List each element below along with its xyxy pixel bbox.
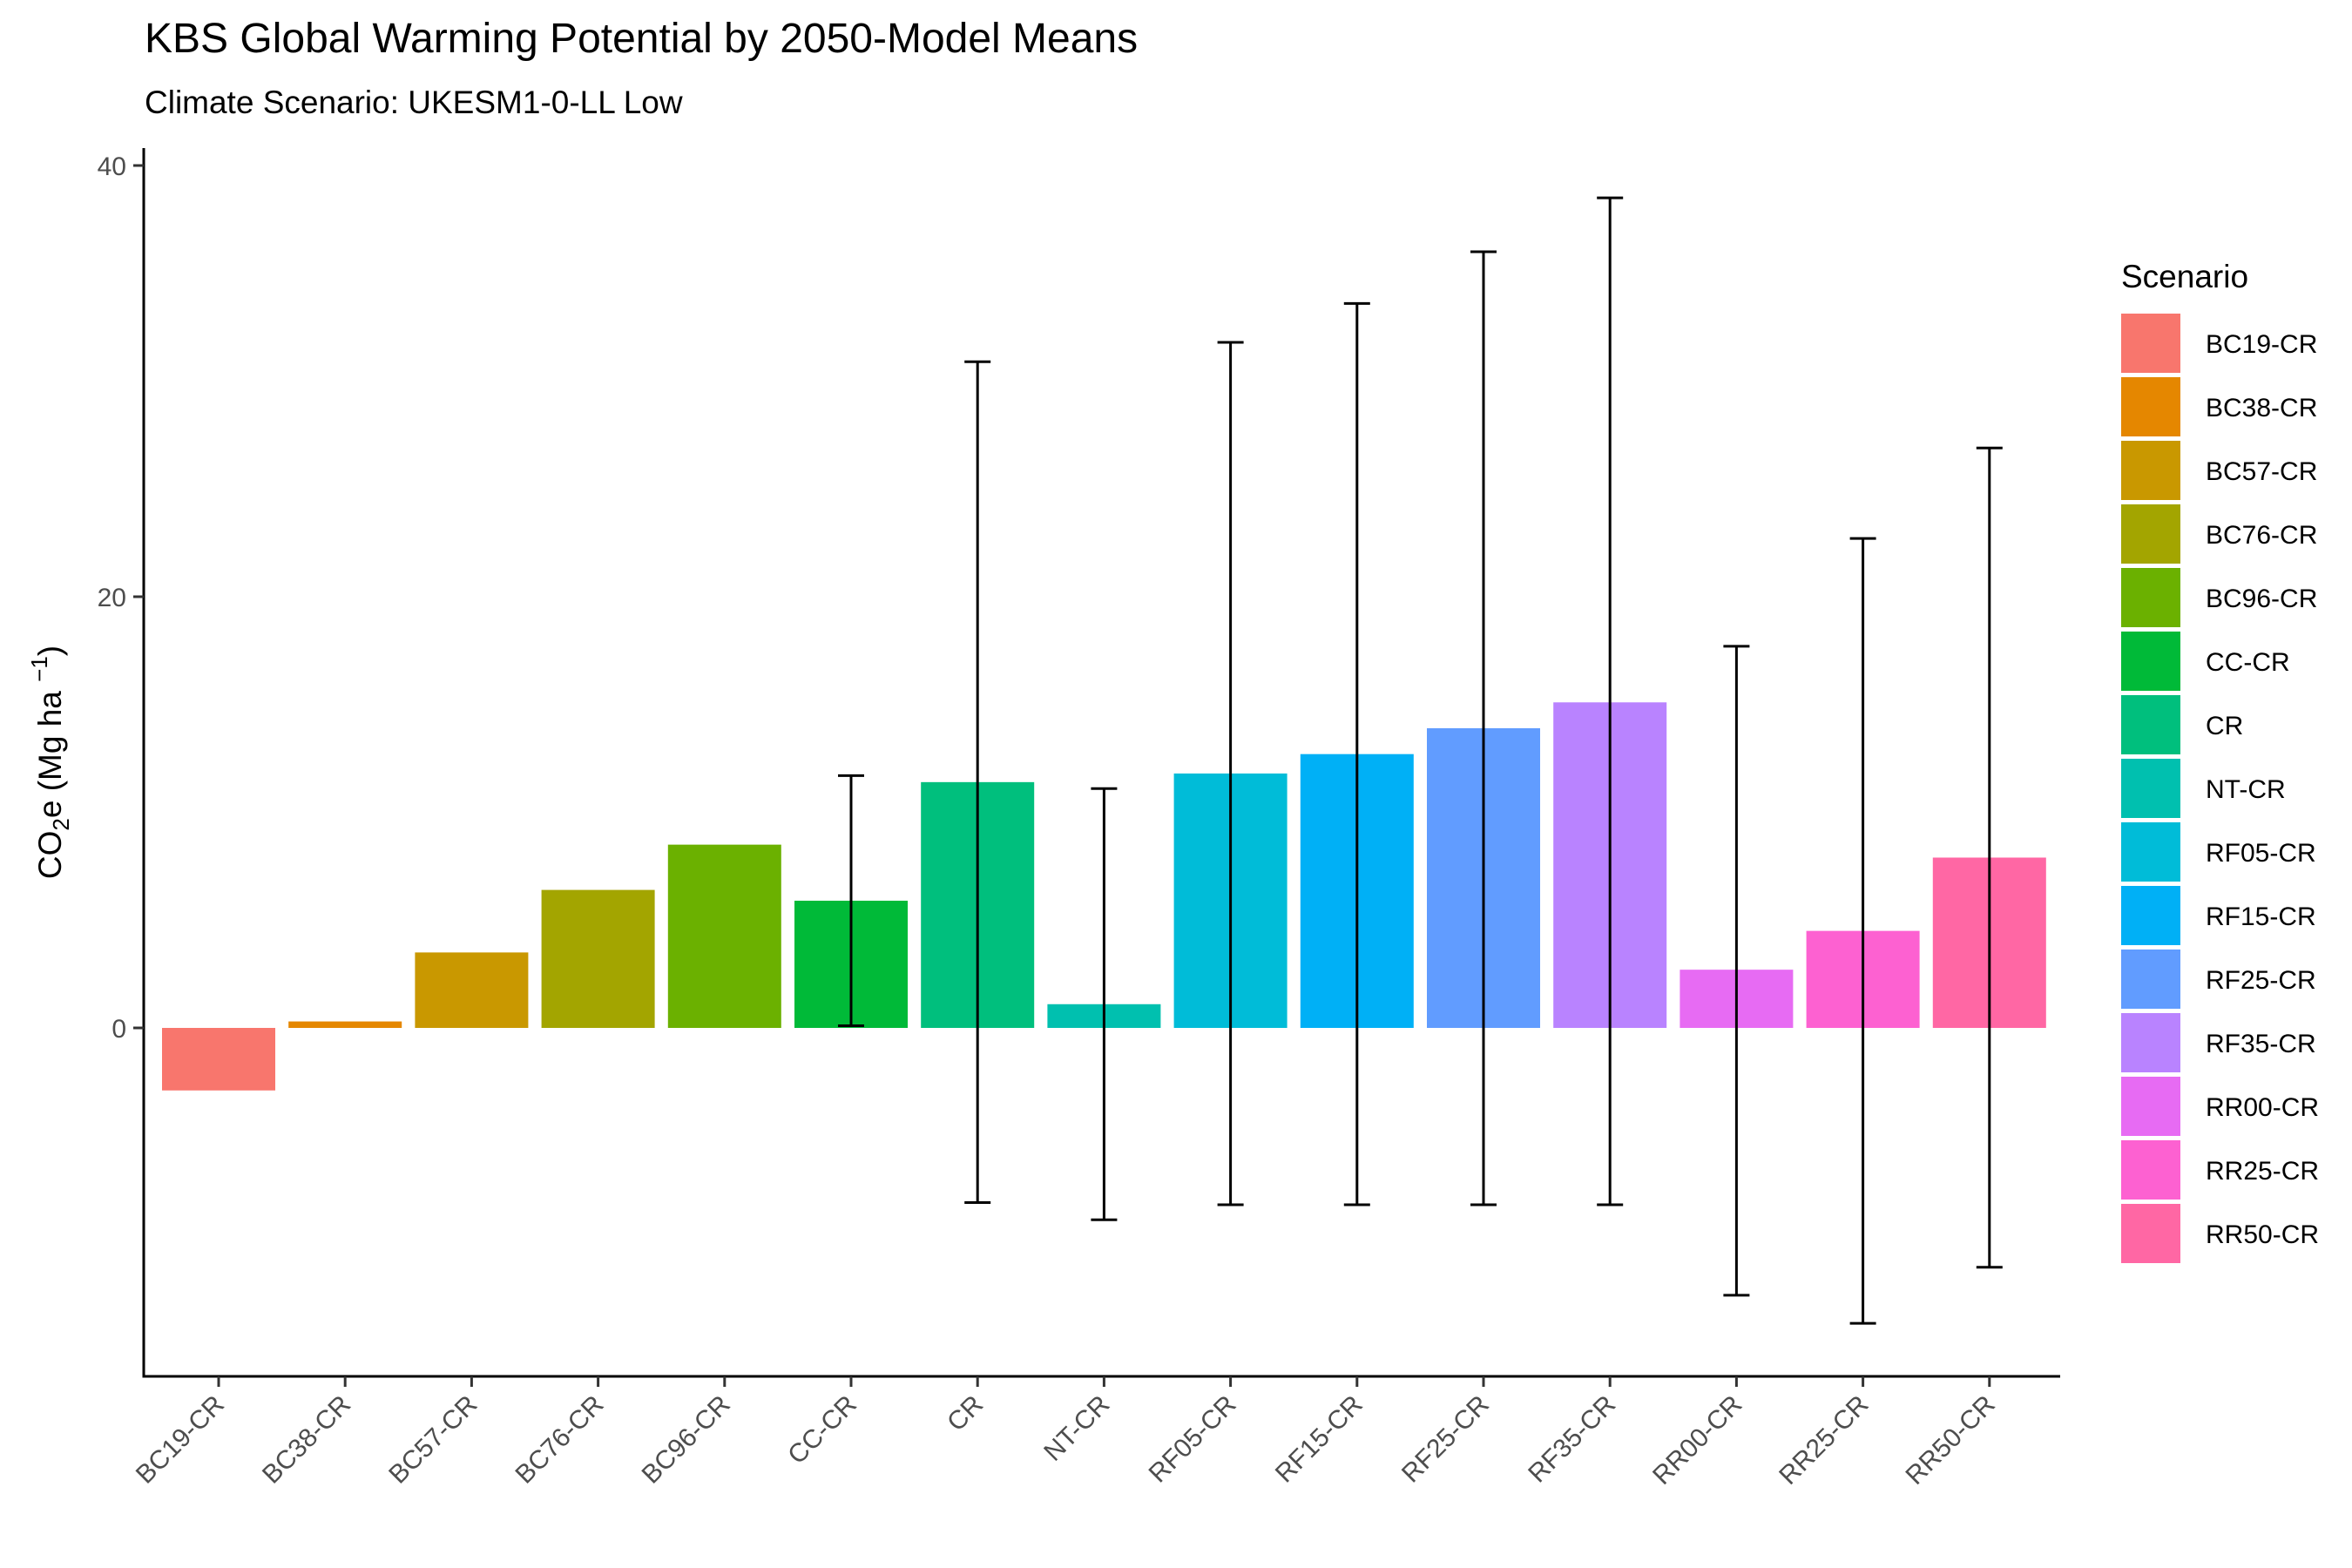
legend-item-rr50-cr: RR50-CR bbox=[2121, 1204, 2319, 1263]
x-tick-label-rr00-cr: RR00-CR bbox=[1647, 1390, 1747, 1490]
x-tick-label-nt-cr: NT-CR bbox=[1038, 1390, 1115, 1467]
legend-label: NT-CR bbox=[2206, 775, 2286, 804]
legend-label: RF35-CR bbox=[2206, 1030, 2316, 1058]
x-tick-label-bc19-cr: BC19-CR bbox=[131, 1390, 230, 1490]
legend-swatch bbox=[2121, 695, 2180, 754]
legend-swatch bbox=[2121, 822, 2180, 882]
legend-label: BC19-CR bbox=[2206, 330, 2317, 359]
legend-item-rr00-cr: RR00-CR bbox=[2121, 1077, 2319, 1136]
legend-swatch bbox=[2121, 1077, 2180, 1136]
y-tick-label-40: 40 bbox=[98, 152, 126, 181]
legend-item-cc-cr: CC-CR bbox=[2121, 632, 2290, 691]
legend-swatch bbox=[2121, 1140, 2180, 1200]
legend-swatch bbox=[2121, 504, 2180, 564]
legend-item-bc38-cr: BC38-CR bbox=[2121, 377, 2317, 436]
errorbar-rf05-cr bbox=[1217, 341, 1244, 1206]
legend-label: RF25-CR bbox=[2206, 966, 2316, 995]
x-tick-label-rf25-cr: RF25-CR bbox=[1396, 1390, 1495, 1489]
legend-label: BC96-CR bbox=[2206, 585, 2317, 613]
legend-swatch bbox=[2121, 441, 2180, 500]
x-tick-label-bc96-cr: BC96-CR bbox=[637, 1390, 736, 1490]
y-axis-title-close: ) bbox=[32, 645, 68, 656]
errorbar-cc-cr bbox=[838, 774, 864, 1028]
y-axis-title-main: CO bbox=[32, 831, 68, 880]
x-tick-label-rf05-cr: RF05-CR bbox=[1144, 1390, 1242, 1489]
bar-bc57-cr bbox=[415, 952, 529, 1028]
legend-swatch bbox=[2121, 950, 2180, 1009]
legend-label: BC76-CR bbox=[2206, 521, 2317, 550]
bar-bc96-cr bbox=[667, 844, 781, 1028]
legend-swatch bbox=[2121, 759, 2180, 818]
x-tick-label-rr25-cr: RR25-CR bbox=[1774, 1390, 1874, 1490]
x-tick-label-rf35-cr: RF35-CR bbox=[1523, 1390, 1621, 1489]
y-axis-title-subscript: 2 bbox=[48, 818, 74, 830]
legend-label: BC57-CR bbox=[2206, 457, 2317, 486]
legend-item-rf35-cr: RF35-CR bbox=[2121, 1013, 2316, 1072]
y-axis-title-superscript: −1 bbox=[26, 656, 52, 682]
y-tick-label-0: 0 bbox=[112, 1015, 126, 1044]
legend-item-bc19-cr: BC19-CR bbox=[2121, 314, 2317, 373]
errorbar-rr00-cr bbox=[1723, 645, 1750, 1297]
bar-bc19-cr bbox=[162, 1028, 275, 1091]
legend-swatch bbox=[2121, 632, 2180, 691]
errorbar-rf15-cr bbox=[1343, 301, 1370, 1206]
legend-item-rf15-cr: RF15-CR bbox=[2121, 886, 2316, 945]
y-tick-label-20: 20 bbox=[98, 584, 126, 612]
legend-item-rf05-cr: RF05-CR bbox=[2121, 822, 2316, 882]
y-axis-title-rest: e (Mg ha bbox=[32, 682, 68, 818]
errorbar-rf25-cr bbox=[1470, 250, 1497, 1206]
legend-swatch bbox=[2121, 1013, 2180, 1072]
errorbars-layer bbox=[838, 196, 2003, 1325]
legend-label: CR bbox=[2206, 712, 2243, 740]
chart-title: KBS Global Warming Potential by 2050-Mod… bbox=[145, 16, 1138, 62]
legend-item-bc76-cr: BC76-CR bbox=[2121, 504, 2317, 564]
bar-bc76-cr bbox=[541, 889, 655, 1028]
bar-bc38-cr bbox=[288, 1021, 402, 1028]
legend-item-rr25-cr: RR25-CR bbox=[2121, 1140, 2319, 1200]
errorbar-rr25-cr bbox=[1849, 537, 1876, 1325]
legend-item-bc96-cr: BC96-CR bbox=[2121, 568, 2317, 627]
legend-label: BC38-CR bbox=[2206, 394, 2317, 422]
errorbar-cr bbox=[964, 360, 991, 1204]
x-axis-ticks: BC19-CR BC38-CR BC57-CR BC76-CR BC96-CR CC-CR… bbox=[131, 1376, 2001, 1490]
x-tick-label-rf15-cr: RF15-CR bbox=[1270, 1390, 1369, 1489]
x-tick-label-bc38-cr: BC38-CR bbox=[257, 1390, 356, 1490]
legend-swatch bbox=[2121, 886, 2180, 945]
legend-item-nt-cr: NT-CR bbox=[2121, 759, 2286, 818]
legend-label: CC-CR bbox=[2206, 648, 2290, 677]
legend-swatch bbox=[2121, 1204, 2180, 1263]
legend-label: RR00-CR bbox=[2206, 1093, 2319, 1122]
legend-item-bc57-cr: BC57-CR bbox=[2121, 441, 2317, 500]
errorbar-rf35-cr bbox=[1597, 196, 1624, 1206]
legend-item-cr: CR bbox=[2121, 695, 2243, 754]
x-tick-label-cc-cr: CC-CR bbox=[782, 1390, 862, 1470]
legend-swatch bbox=[2121, 377, 2180, 436]
y-axis-ticks: 0 20 40 bbox=[98, 152, 144, 1044]
x-tick-label-bc76-cr: BC76-CR bbox=[510, 1390, 609, 1490]
legend: Scenario BC19-CR BC38-CR BC57-CR BC76-CR BC9… bbox=[2121, 259, 2319, 1263]
legend-items: BC19-CR BC38-CR BC57-CR BC76-CR BC96-CR CC-CR… bbox=[2121, 314, 2319, 1263]
errorbar-rr50-cr bbox=[1976, 446, 2003, 1269]
legend-label: RF15-CR bbox=[2206, 902, 2316, 931]
legend-swatch bbox=[2121, 568, 2180, 627]
chart-subtitle: Climate Scenario: UKESM1-0-LL Low bbox=[145, 84, 683, 120]
errorbar-nt-cr bbox=[1091, 787, 1118, 1221]
legend-label: RF05-CR bbox=[2206, 839, 2316, 868]
x-tick-label-cr: CR bbox=[942, 1390, 989, 1437]
legend-swatch bbox=[2121, 314, 2180, 373]
legend-label: RR50-CR bbox=[2206, 1220, 2319, 1249]
x-tick-label-rr50-cr: RR50-CR bbox=[1900, 1390, 2000, 1490]
x-tick-label-bc57-cr: BC57-CR bbox=[383, 1390, 483, 1490]
y-axis-title: CO2e (Mg ha −1) bbox=[26, 645, 74, 879]
legend-label: RR25-CR bbox=[2206, 1157, 2319, 1186]
legend-title: Scenario bbox=[2121, 259, 2248, 294]
legend-item-rf25-cr: RF25-CR bbox=[2121, 950, 2316, 1009]
plot-area: 0 20 40 BC19-CR BC38-CR BC57-CR BC76-CR BC96-C… bbox=[98, 148, 2060, 1490]
